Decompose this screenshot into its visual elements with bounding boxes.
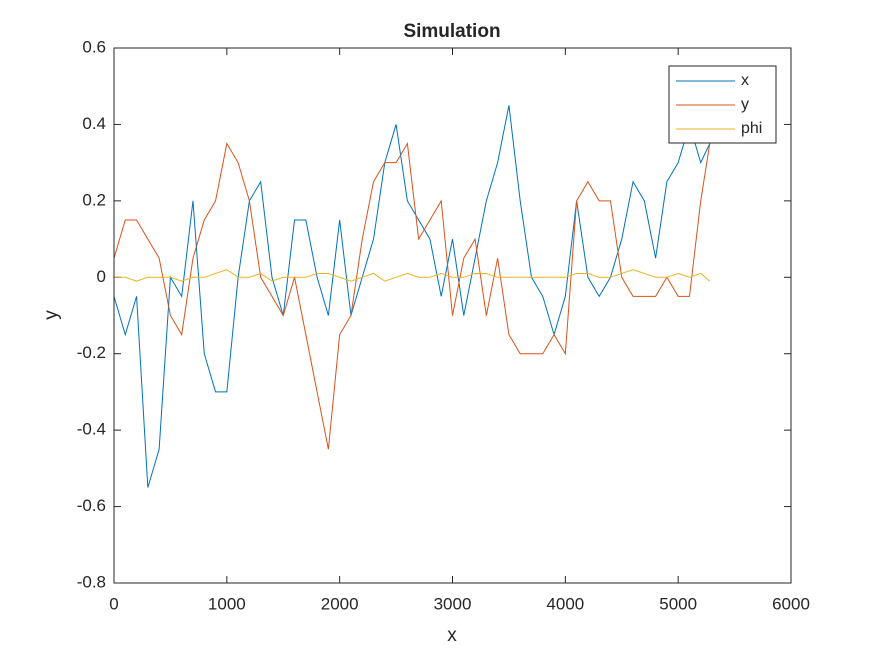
y-tick-label: 0.6 xyxy=(82,37,106,56)
y-tick-label: -0.4 xyxy=(77,420,106,439)
axes-box xyxy=(113,47,792,584)
y-tick-label: -0.8 xyxy=(77,572,106,591)
legend-label: x xyxy=(741,72,749,89)
x-tick-label: 0 xyxy=(109,594,118,613)
x-tick-label: 4000 xyxy=(546,594,584,613)
y-tick-label: 0 xyxy=(97,267,106,286)
x-tick-label: 6000 xyxy=(772,594,810,613)
y-tick-label: 0.4 xyxy=(82,114,106,133)
x-axis-label: x xyxy=(447,625,457,646)
series-line xyxy=(114,269,711,282)
y-axis-label: y xyxy=(41,310,62,320)
y-tick-label: -0.2 xyxy=(77,343,106,362)
y-tick-label: 0.2 xyxy=(82,190,106,209)
legend-label: y xyxy=(741,96,749,113)
x-tick-label: 1000 xyxy=(208,594,246,613)
x-tick-label: 5000 xyxy=(659,594,697,613)
x-tick-label: 2000 xyxy=(321,594,359,613)
y-tick-label: -0.6 xyxy=(77,496,106,515)
legend-label: phi xyxy=(741,120,762,137)
x-tick-label: 3000 xyxy=(434,594,472,613)
series-line xyxy=(113,142,711,450)
chart-title: Simulation xyxy=(403,21,500,42)
series-line xyxy=(113,105,711,488)
